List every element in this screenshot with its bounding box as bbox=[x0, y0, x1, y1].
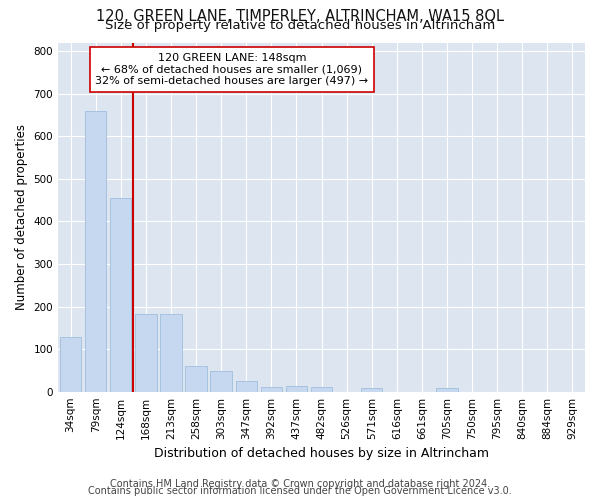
Bar bbox=[85, 110, 106, 392]
Bar bbox=[361, 388, 382, 392]
Bar bbox=[135, 314, 157, 392]
X-axis label: Distribution of detached houses by size in Altrincham: Distribution of detached houses by size … bbox=[154, 447, 489, 460]
Bar bbox=[436, 388, 458, 392]
Bar bbox=[260, 386, 282, 392]
Bar bbox=[211, 371, 232, 392]
Bar bbox=[110, 198, 131, 392]
Bar bbox=[286, 386, 307, 392]
Text: 120 GREEN LANE: 148sqm
← 68% of detached houses are smaller (1,069)
32% of semi-: 120 GREEN LANE: 148sqm ← 68% of detached… bbox=[95, 53, 368, 86]
Text: Contains public sector information licensed under the Open Government Licence v3: Contains public sector information licen… bbox=[88, 486, 512, 496]
Bar bbox=[60, 337, 81, 392]
Text: Contains HM Land Registry data © Crown copyright and database right 2024.: Contains HM Land Registry data © Crown c… bbox=[110, 479, 490, 489]
Y-axis label: Number of detached properties: Number of detached properties bbox=[15, 124, 28, 310]
Text: Size of property relative to detached houses in Altrincham: Size of property relative to detached ho… bbox=[105, 19, 495, 32]
Bar bbox=[311, 388, 332, 392]
Bar bbox=[185, 366, 207, 392]
Bar bbox=[236, 381, 257, 392]
Text: 120, GREEN LANE, TIMPERLEY, ALTRINCHAM, WA15 8QL: 120, GREEN LANE, TIMPERLEY, ALTRINCHAM, … bbox=[96, 9, 504, 24]
Bar bbox=[160, 314, 182, 392]
